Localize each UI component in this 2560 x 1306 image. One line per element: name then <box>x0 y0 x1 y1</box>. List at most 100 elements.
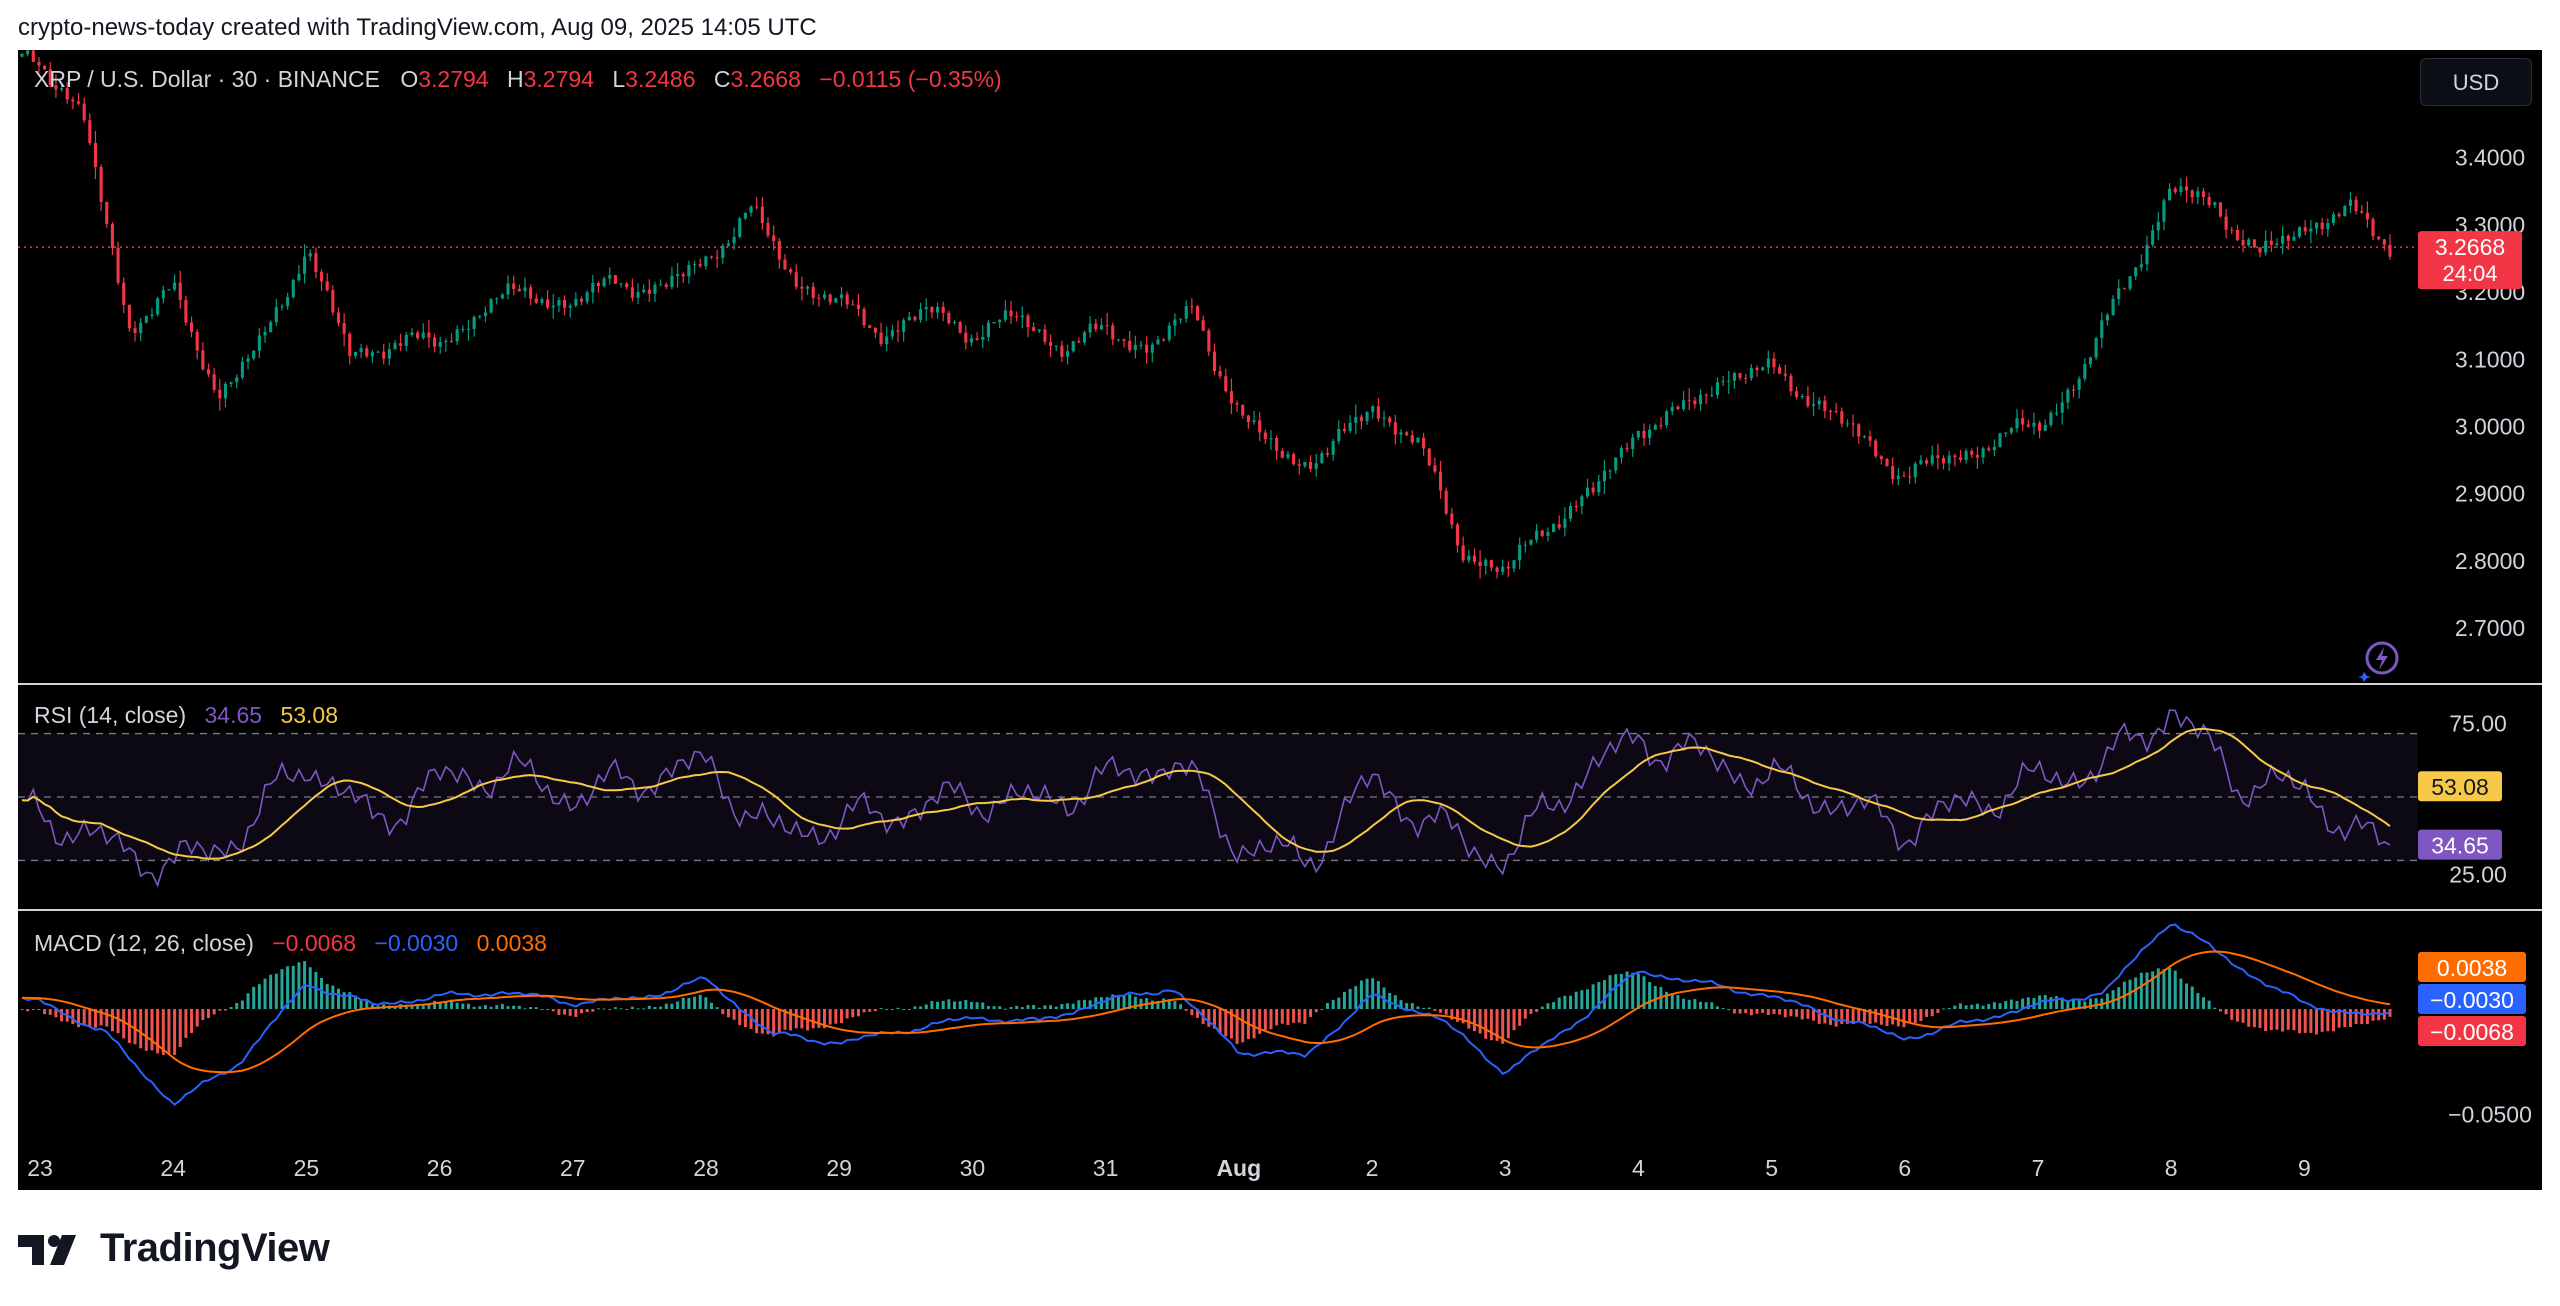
candle-body <box>1987 448 1991 451</box>
candle-body <box>2100 320 2104 339</box>
macd-histogram-bar <box>438 1001 442 1010</box>
macd-histogram-bar <box>749 1009 753 1029</box>
candle-body <box>455 329 459 342</box>
macd-histogram-bar <box>314 971 318 1010</box>
candle-body <box>291 280 295 298</box>
macd-histogram-bar <box>1732 1009 1736 1014</box>
macd-histogram-bar <box>105 1009 109 1027</box>
macd-histogram-bar <box>353 995 357 1010</box>
macd-histogram-bar <box>540 1009 544 1011</box>
macd-histogram-bar <box>1862 1009 1866 1023</box>
candle-body <box>1094 323 1098 330</box>
macd-histogram-bar <box>766 1009 770 1035</box>
macd-histogram-bar <box>2298 1009 2302 1034</box>
candle-body <box>1795 391 1799 398</box>
macd-histogram-bar <box>1569 995 1573 1010</box>
macd-histogram-bar <box>964 999 968 1010</box>
candle-body <box>1308 461 1313 469</box>
lightning-icon[interactable] <box>2358 638 2402 682</box>
macd-histogram-bar <box>1795 1009 1799 1017</box>
macd-histogram-bar <box>1823 1009 1827 1024</box>
macd-histogram-bar <box>1682 998 1686 1010</box>
macd-histogram-bar <box>1179 1004 1183 1010</box>
macd-histogram-bar <box>1218 1009 1222 1034</box>
candle-body <box>1292 454 1296 465</box>
candle-body <box>1252 420 1256 423</box>
candle-body <box>37 61 41 66</box>
macd-histogram-bar <box>1580 990 1584 1010</box>
macd-histogram-bar <box>2128 979 2132 1010</box>
macd-histogram-bar <box>257 984 261 1010</box>
macd-histogram-bar <box>981 1002 985 1010</box>
macd-histogram-bar <box>563 1009 567 1015</box>
macd-histogram-bar <box>1614 974 1618 1010</box>
candle-body <box>2343 205 2347 217</box>
macd-histogram-bar <box>2009 999 2013 1010</box>
macd-histogram-bar <box>2168 967 2172 1010</box>
macd-histogram-bar <box>195 1009 199 1027</box>
candle-body <box>303 256 307 274</box>
candle-body <box>1506 566 1510 569</box>
macd-histogram-bar <box>1998 1003 2002 1010</box>
candle-body <box>2298 227 2302 237</box>
candle-body <box>416 332 420 339</box>
time-axis-tick: Aug <box>1216 1155 1261 1181</box>
chart-canvas[interactable]: 3.50003.40003.30003.20003.10003.00002.90… <box>18 50 2542 1190</box>
candle-body <box>1235 403 1239 405</box>
macd-histogram-bar <box>1535 1009 1539 1012</box>
candle-body <box>930 306 934 313</box>
candle-body <box>1710 395 1714 397</box>
candle-body <box>1619 448 1623 458</box>
macd-histogram-bar <box>1388 992 1392 1010</box>
tradingview-logo[interactable]: TradingView <box>18 1226 330 1271</box>
macd-histogram-bar <box>1286 1009 1290 1025</box>
candle-body <box>2122 288 2126 290</box>
candle-body <box>924 306 928 310</box>
macd-histogram-bar <box>1563 995 1567 1010</box>
macd-histogram-bar <box>1133 996 1137 1010</box>
candle-body <box>156 298 160 315</box>
currency-button[interactable]: USD <box>2420 58 2532 106</box>
chart-area[interactable]: 3.50003.40003.30003.20003.10003.00002.90… <box>18 50 2542 1190</box>
macd-histogram-bar <box>1648 982 1652 1010</box>
candle-body <box>1365 411 1369 422</box>
macd-histogram-bar <box>161 1009 165 1055</box>
rsi-badge <box>2418 829 2502 860</box>
macd-histogram-bar <box>743 1009 747 1027</box>
candle-body <box>1693 400 1697 405</box>
candle-body <box>2365 212 2369 220</box>
candle-body <box>1393 422 1397 435</box>
candle-body <box>421 332 425 339</box>
candle-body <box>2055 412 2059 414</box>
candle-body <box>992 322 996 324</box>
macd-histogram-bar <box>1970 1004 1974 1010</box>
candle-body <box>613 275 617 284</box>
candle-body <box>1371 406 1375 412</box>
macd-histogram-bar <box>517 1005 521 1010</box>
candle-body <box>1732 373 1736 381</box>
macd-histogram-bar <box>483 1005 487 1010</box>
candle-body <box>2009 428 2013 433</box>
candle-body <box>1947 455 1951 464</box>
candle-body <box>235 377 239 382</box>
macd-histogram-bar <box>1845 1009 1849 1024</box>
macd-histogram-bar <box>1812 1009 1816 1021</box>
candle-body <box>1489 560 1493 568</box>
macd-histogram-bar <box>664 1003 668 1010</box>
candle-body <box>1981 448 1985 458</box>
candle-body <box>1150 344 1154 353</box>
candle-body <box>517 288 521 292</box>
candle-body <box>127 304 131 329</box>
macd-histogram-bar <box>1772 1009 1776 1015</box>
macd-histogram-bar <box>235 1003 239 1010</box>
macd-histogram-bar <box>2162 969 2166 1010</box>
candle-body <box>173 282 177 290</box>
candle-body <box>1162 339 1166 341</box>
candle-body <box>1224 376 1228 392</box>
macd-histogram-badge <box>2418 1016 2526 1046</box>
candle-body <box>625 283 629 288</box>
candle-body <box>1857 424 1861 437</box>
macd-histogram-bar <box>1557 997 1561 1010</box>
macd-histogram-bar <box>1348 988 1352 1010</box>
macd-histogram-bar <box>167 1009 171 1055</box>
